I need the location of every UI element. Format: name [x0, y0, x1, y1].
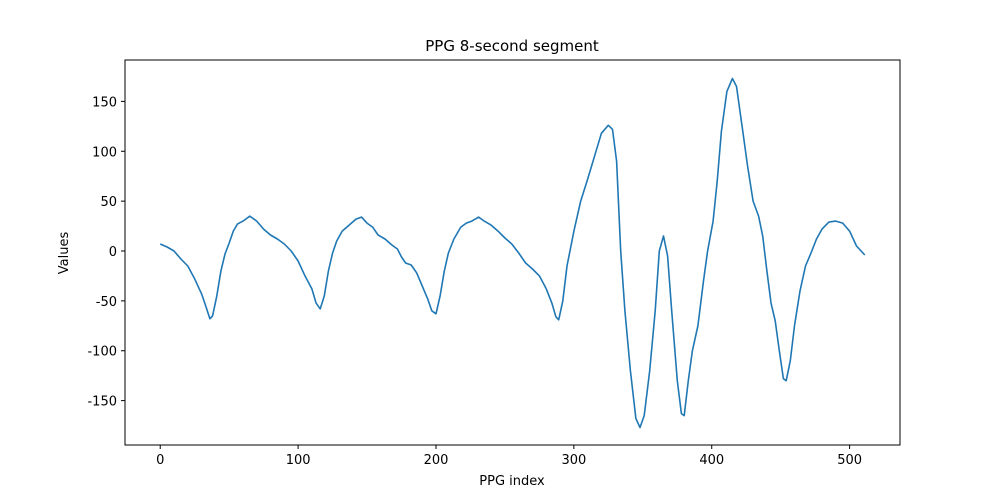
y-tick-label: -150 [87, 395, 117, 410]
line [159, 77, 866, 429]
x-tick-label: 100 [286, 453, 311, 468]
x-tick-label: 200 [424, 453, 449, 468]
y-axis-label: Values [57, 232, 72, 275]
y-tick-label: 50 [100, 195, 117, 210]
x-tick-label: 400 [699, 453, 724, 468]
y-tick-label: -50 [96, 295, 117, 310]
plot-frame [124, 59, 901, 446]
y-tick-label: -100 [87, 345, 117, 360]
y-tick-label: 100 [92, 145, 117, 160]
chart-title: PPG 8-second segment [425, 37, 599, 55]
x-axis-label: PPG index [479, 474, 545, 489]
x-tick-label: 0 [156, 453, 164, 468]
y-tick-label: 150 [92, 95, 117, 110]
x-tick-label: 500 [837, 453, 862, 468]
y-tick-label: 0 [109, 245, 117, 260]
x-tick-label: 300 [561, 453, 586, 468]
